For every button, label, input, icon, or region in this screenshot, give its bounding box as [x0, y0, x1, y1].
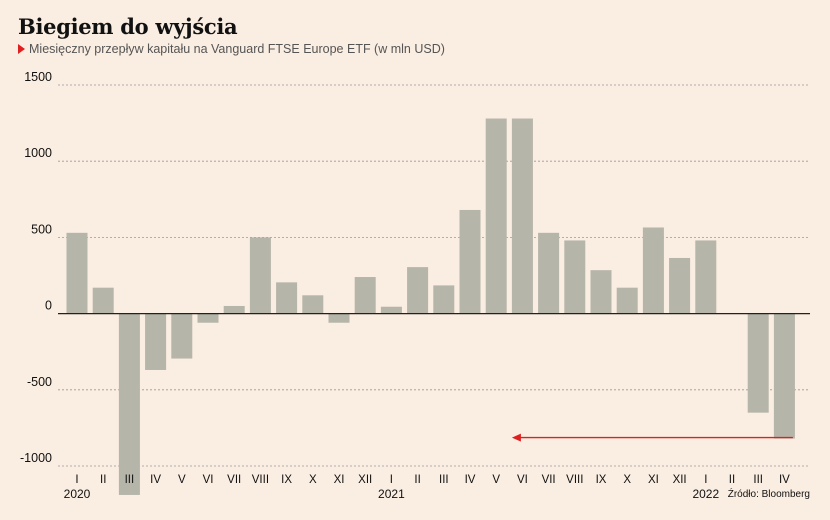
bar	[92, 287, 114, 314]
bar	[642, 227, 664, 314]
x-tick-label: VI	[517, 474, 528, 486]
bar	[433, 285, 455, 314]
x-tick-label: II	[414, 474, 420, 486]
x-tick-label: I	[75, 474, 78, 486]
bar	[171, 313, 193, 359]
year-label: 2021	[378, 487, 405, 501]
bar	[695, 240, 717, 314]
bar	[380, 306, 402, 314]
bar	[197, 313, 219, 323]
x-tick-label: V	[178, 474, 186, 486]
x-tick-label: I	[390, 474, 393, 486]
bar	[564, 240, 586, 314]
y-tick-label: -500	[27, 375, 52, 389]
y-tick-label: 1000	[24, 146, 52, 160]
x-tick-label: IV	[779, 474, 790, 486]
subtitle-text: Miesięczny przepływ kapitału na Vanguard…	[29, 42, 445, 56]
chart-title: Biegiem do wyjścia	[18, 14, 238, 39]
bar	[459, 209, 481, 314]
x-tick-label: X	[623, 474, 631, 486]
x-tick-label: X	[309, 474, 317, 486]
bar	[145, 313, 167, 370]
x-tick-label: III	[439, 474, 449, 486]
bar	[249, 237, 271, 314]
bars	[66, 118, 795, 495]
x-tick-label: XII	[673, 474, 687, 486]
bar	[616, 287, 638, 314]
x-tick-label: III	[125, 474, 135, 486]
x-tick-label: XII	[358, 474, 372, 486]
y-tick-label: 1500	[24, 70, 52, 84]
x-tick-label: XI	[648, 474, 659, 486]
bar	[511, 118, 533, 314]
bar	[747, 313, 769, 413]
x-tick-label: IV	[465, 474, 476, 486]
bar	[538, 232, 560, 314]
year-label: 2020	[64, 487, 91, 501]
bar	[485, 118, 507, 314]
y-tick-label: 500	[31, 222, 52, 236]
y-tick-label: 0	[45, 299, 52, 313]
x-tick-label: IX	[281, 474, 292, 486]
bar	[328, 313, 350, 323]
chart-subtitle: Miesięczny przepływ kapitału na Vanguard…	[18, 42, 445, 56]
bar	[407, 267, 429, 314]
y-axis: -1000 -500 0 500 1000 1500	[20, 70, 52, 465]
bar	[773, 313, 795, 439]
y-tick-label: -1000	[20, 451, 52, 465]
year-label: 2022	[692, 487, 719, 501]
gridlines	[58, 84, 810, 467]
x-tick-label: II	[100, 474, 106, 486]
x-tick-label: V	[492, 474, 500, 486]
bar	[354, 277, 376, 314]
subtitle-marker-icon	[18, 44, 25, 54]
x-tick-label: VIII	[252, 474, 269, 486]
source-note: Źródło: Bloomberg	[727, 489, 810, 500]
x-tick-label: I	[704, 474, 707, 486]
x-axis: I II III IV V VI VII VIII IX X XI XII I II III IV V VI VII…	[64, 474, 791, 501]
annotation	[511, 433, 793, 442]
x-tick-label: XI	[334, 474, 345, 486]
bar	[118, 313, 140, 495]
x-tick-label: III	[753, 474, 763, 486]
bar	[276, 282, 298, 314]
x-tick-label: IV	[150, 474, 161, 486]
bar	[590, 270, 612, 314]
x-tick-label: VI	[203, 474, 214, 486]
x-tick-label: IX	[596, 474, 607, 486]
bar	[302, 295, 324, 314]
bar	[223, 305, 245, 314]
x-tick-label: II	[729, 474, 735, 486]
bar	[669, 257, 691, 314]
x-tick-label: VIII	[566, 474, 583, 486]
bar	[66, 232, 88, 314]
x-tick-label: VII	[542, 474, 556, 486]
x-tick-label: VII	[227, 474, 241, 486]
arrow-head-icon	[511, 433, 521, 442]
